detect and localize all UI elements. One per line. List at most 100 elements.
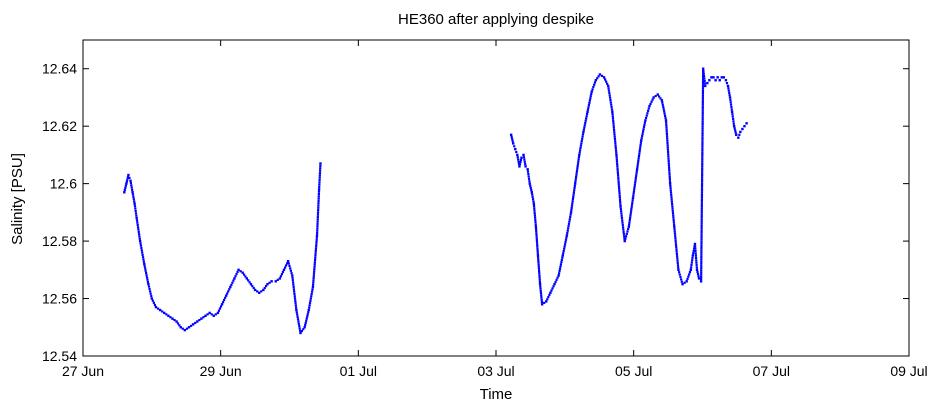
data-point — [700, 262, 703, 265]
data-point — [700, 264, 703, 267]
data-point — [536, 254, 540, 257]
data-point — [665, 121, 668, 124]
data-point — [634, 181, 637, 184]
data-point — [142, 258, 145, 261]
data-point — [626, 230, 629, 233]
data-point — [714, 79, 717, 82]
data-point — [300, 330, 303, 333]
data-point — [306, 315, 309, 318]
data-point — [611, 115, 614, 118]
data-point — [630, 203, 634, 206]
data-point — [563, 243, 567, 246]
data-point — [605, 80, 608, 83]
data-point — [566, 231, 569, 235]
data-point — [147, 282, 150, 286]
data-point — [535, 232, 538, 235]
data-point — [218, 307, 222, 310]
data-point — [669, 191, 673, 194]
data-point — [596, 77, 599, 80]
data-point — [136, 221, 139, 224]
data-point — [309, 299, 312, 302]
data-point — [306, 313, 309, 316]
data-point — [737, 136, 740, 139]
data-point — [132, 198, 135, 201]
data-point — [313, 265, 316, 268]
data-point — [678, 273, 681, 276]
data-point — [729, 101, 732, 104]
data-point — [550, 289, 553, 292]
data-point — [538, 282, 542, 286]
data-point — [729, 103, 733, 106]
data-point — [129, 179, 132, 182]
data-point — [608, 96, 612, 99]
data-point — [134, 212, 138, 215]
data-point — [610, 108, 614, 111]
data-point — [133, 202, 136, 205]
data-point — [634, 179, 637, 182]
data-point — [204, 314, 207, 317]
data-point — [297, 322, 300, 325]
data-point — [665, 123, 668, 127]
x-axis-title: Time — [480, 386, 513, 403]
data-point — [560, 258, 563, 262]
data-point — [519, 158, 523, 162]
data-point — [643, 123, 646, 127]
data-point — [169, 316, 172, 319]
data-point — [668, 168, 671, 172]
data-point — [702, 75, 706, 78]
data-point — [700, 211, 703, 214]
data-point — [650, 100, 653, 103]
data-point — [666, 148, 670, 151]
data-point — [511, 138, 514, 141]
data-point — [700, 269, 703, 272]
data-point — [270, 280, 273, 283]
data-point — [554, 280, 557, 284]
data-point — [724, 79, 728, 82]
data-point — [568, 218, 571, 221]
data-point — [732, 124, 736, 128]
data-point — [674, 243, 678, 246]
data-point — [607, 87, 610, 90]
data-point — [576, 164, 579, 168]
x-tick-label: 07 Jul — [753, 363, 790, 379]
data-point — [701, 169, 704, 172]
data-point — [536, 247, 539, 250]
data-point — [291, 276, 294, 279]
data-point — [208, 311, 211, 315]
data-point — [129, 181, 133, 185]
data-point — [584, 121, 587, 125]
data-point — [534, 218, 537, 221]
data-point — [700, 215, 703, 219]
data-point — [293, 295, 296, 298]
data-point — [216, 311, 220, 315]
data-point — [571, 200, 574, 203]
data-point — [725, 81, 729, 85]
data-point — [686, 277, 689, 281]
data-point — [187, 326, 191, 329]
data-point — [668, 175, 671, 178]
data-point — [312, 276, 315, 280]
data-point — [133, 205, 137, 208]
data-point — [317, 199, 320, 202]
data-point — [614, 149, 618, 152]
data-point — [580, 142, 583, 145]
data-point — [145, 274, 148, 277]
data-point — [679, 275, 682, 279]
data-point — [658, 95, 661, 98]
data-point — [319, 162, 322, 165]
data-point — [670, 198, 673, 201]
data-point — [551, 287, 554, 290]
data-point — [223, 298, 226, 302]
y-axis: 12.54 12.56 12.58 12.6 12.62 12.64 — [42, 61, 909, 364]
data-point — [181, 327, 184, 330]
data-point — [286, 260, 290, 263]
data-point — [536, 243, 539, 246]
data-point — [701, 80, 705, 84]
data-point — [630, 207, 633, 211]
data-point — [138, 235, 141, 238]
data-point — [540, 294, 543, 297]
data-point — [313, 258, 317, 262]
data-point — [701, 171, 704, 174]
data-point — [237, 268, 240, 272]
data-point — [636, 163, 639, 166]
